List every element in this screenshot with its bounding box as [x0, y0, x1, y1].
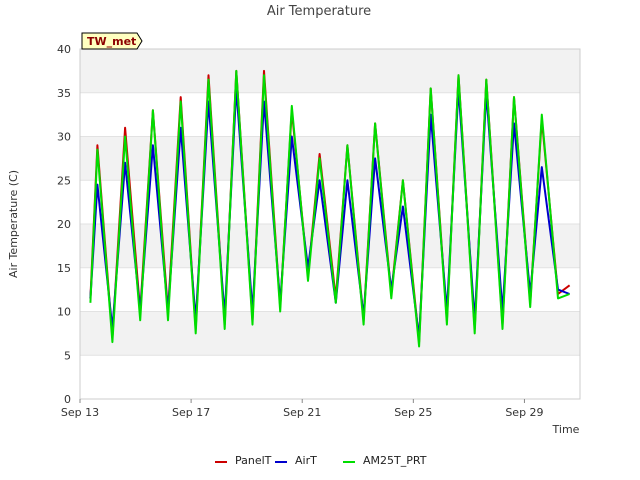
grid-band	[80, 49, 580, 93]
x-tick-label: Sep 13	[61, 406, 99, 419]
y-axis-label: Air Temperature (C)	[7, 170, 20, 278]
y-tick-label: 30	[57, 131, 71, 144]
y-tick-label: 0	[64, 393, 71, 406]
chart-title: Air Temperature	[267, 4, 371, 19]
grid-band	[80, 136, 580, 181]
y-tick-label: 10	[57, 306, 71, 319]
legend-label: PanelT	[235, 454, 272, 467]
legend-label: AirT	[295, 454, 317, 467]
legend-label: AM25T_PRT	[363, 454, 427, 467]
y-tick-label: 40	[57, 43, 71, 56]
y-tick-label: 20	[57, 218, 71, 231]
grid-band	[80, 311, 580, 356]
legend: PanelT AirT AM25T_PRT	[215, 454, 427, 467]
x-tick-label: Sep 17	[172, 406, 210, 419]
x-axis-ticks: Sep 13 Sep 17 Sep 21 Sep 25 Sep 29	[61, 399, 544, 419]
series-line-am25t-prt	[89, 69, 570, 348]
station-tag: TW_met	[81, 32, 143, 50]
x-tick-label: Sep 29	[505, 406, 543, 419]
plot-background	[79, 48, 581, 400]
plot-border	[79, 48, 581, 400]
y-tick-label: 5	[64, 349, 71, 362]
y-tick-label: 15	[57, 262, 71, 275]
y-tick-label: 25	[57, 174, 71, 187]
station-tag-label: TW_met	[87, 35, 136, 48]
y-axis-ticks: 0 5 10 15 20 25 30 35 40	[57, 43, 71, 406]
x-tick-label: Sep 21	[283, 406, 321, 419]
x-axis-label: Time	[552, 423, 580, 436]
series-lines	[89, 69, 571, 348]
y-tick-label: 35	[57, 87, 71, 100]
x-tick-label: Sep 25	[394, 406, 432, 419]
